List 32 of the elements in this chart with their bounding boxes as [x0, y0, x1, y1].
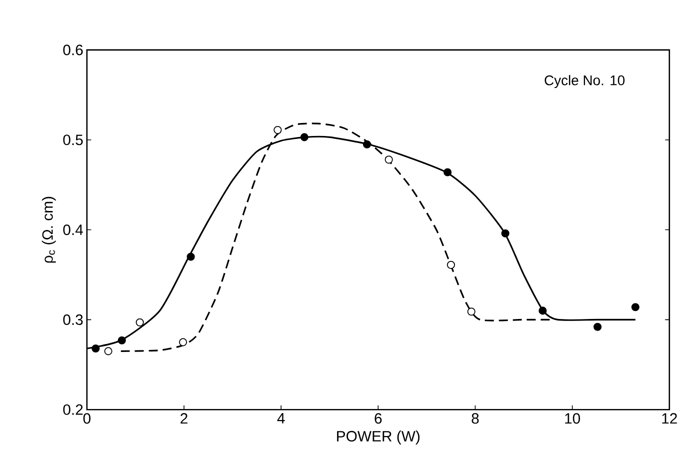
point	[104, 347, 112, 356]
point	[274, 126, 282, 134]
annotation: Cycle No. 10	[544, 75, 625, 88]
point	[631, 303, 640, 312]
point	[467, 308, 476, 316]
point	[501, 230, 510, 238]
y-axis-title: ρ$_{c}$ (Ω. cm)	[42, 197, 56, 263]
point	[538, 306, 547, 315]
x-tick-label: 12	[662, 413, 677, 424]
point	[384, 156, 393, 164]
point	[136, 318, 144, 327]
y-tick-label: 0.6	[63, 44, 83, 56]
x-tick-label: 6	[374, 413, 382, 424]
x-tick-label: 10	[565, 413, 580, 424]
point	[444, 168, 452, 176]
point	[300, 133, 308, 142]
point	[446, 261, 455, 270]
point	[362, 140, 372, 149]
y-tick-label: 0.2	[63, 404, 83, 416]
x-tick-label: 8	[472, 413, 479, 424]
point	[186, 252, 195, 262]
point	[178, 338, 188, 346]
x-tick-label: 4	[277, 413, 285, 424]
y-tick-label: 0.4	[63, 224, 83, 236]
y-tick-label: 0.3	[63, 314, 83, 326]
x-axis-title: POWER (W)	[337, 430, 420, 445]
point	[92, 344, 100, 353]
x-tick-label: 0	[83, 413, 90, 424]
point	[118, 336, 126, 345]
y-tick-label: 0.5	[63, 134, 83, 146]
x-tick-label: 2	[180, 413, 188, 424]
point	[594, 323, 602, 332]
